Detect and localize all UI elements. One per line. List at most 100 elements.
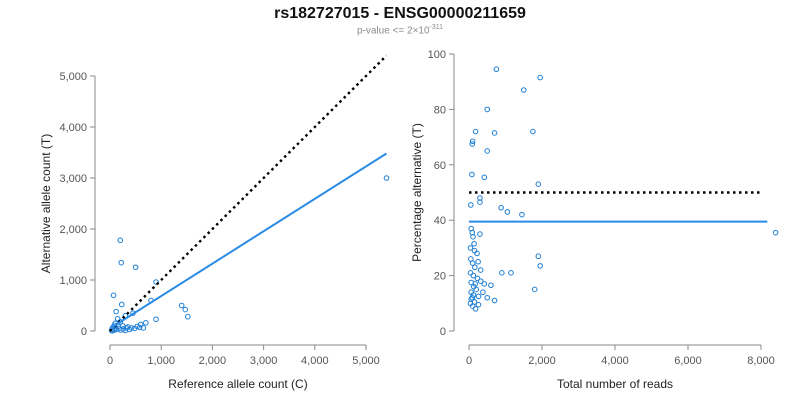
fit-line bbox=[109, 152, 388, 330]
reference-line bbox=[109, 54, 388, 332]
data-point bbox=[477, 231, 483, 237]
data-point bbox=[475, 293, 482, 300]
x-tick-label: 4,000 bbox=[301, 355, 329, 367]
y-tick-label: 60 bbox=[434, 160, 446, 172]
data-point bbox=[480, 289, 486, 296]
data-point bbox=[498, 204, 504, 211]
data-point bbox=[473, 286, 480, 293]
data-point bbox=[383, 175, 390, 181]
data-point bbox=[153, 316, 159, 323]
data-point bbox=[481, 281, 488, 287]
y-tick-label: 4,000 bbox=[59, 122, 87, 134]
data-point bbox=[468, 296, 474, 302]
data-point bbox=[508, 270, 514, 276]
data-point bbox=[182, 306, 189, 313]
data-point bbox=[467, 270, 474, 276]
data-point bbox=[143, 320, 149, 326]
data-point bbox=[126, 326, 133, 333]
x-tick-label: 0 bbox=[466, 355, 472, 367]
data-point bbox=[132, 264, 139, 271]
x-axis-title: Reference allele count (C) bbox=[168, 377, 307, 391]
x-tick-label: 6,000 bbox=[674, 355, 702, 367]
data-point bbox=[118, 301, 125, 308]
data-point bbox=[484, 294, 491, 301]
x-tick-label: 2,000 bbox=[528, 355, 556, 367]
data-point bbox=[535, 181, 542, 187]
data-point bbox=[470, 292, 477, 298]
data-point bbox=[472, 264, 478, 271]
data-point bbox=[153, 279, 159, 285]
y-tick-label: 100 bbox=[428, 49, 446, 61]
data-point bbox=[477, 267, 484, 273]
y-tick-label: 80 bbox=[434, 104, 446, 116]
data-point bbox=[475, 301, 482, 308]
subtitle-exponent: -311 bbox=[429, 24, 444, 31]
data-point bbox=[481, 174, 488, 181]
data-point bbox=[117, 237, 124, 244]
data-point bbox=[530, 128, 536, 135]
data-point bbox=[134, 323, 140, 330]
data-point bbox=[123, 325, 130, 331]
data-point bbox=[111, 322, 118, 329]
data-point bbox=[472, 306, 479, 312]
figure-title: rs182727015 - ENSG00000211659 bbox=[274, 5, 526, 22]
y-tick-label: 0 bbox=[81, 326, 87, 338]
data-point bbox=[468, 202, 474, 208]
data-point bbox=[484, 106, 491, 113]
data-point bbox=[113, 308, 119, 315]
data-point bbox=[471, 247, 478, 254]
x-tick-label: 0 bbox=[107, 355, 113, 367]
data-point bbox=[474, 275, 481, 282]
data-point bbox=[469, 303, 476, 309]
left-scatter-panel: 0 1,000 2,000 3,000 4,000 5,000 0 1,000 2,000 3,0… bbox=[39, 54, 390, 391]
data-point bbox=[469, 260, 476, 266]
x-tick-label: 3,000 bbox=[250, 355, 278, 367]
x-axis-title: Total number of reads bbox=[557, 377, 673, 391]
data-point bbox=[474, 250, 480, 257]
data-point bbox=[488, 282, 494, 289]
y-axis-title: Percentage alternative (T) bbox=[410, 123, 424, 262]
data-point bbox=[136, 324, 143, 331]
data-point bbox=[493, 66, 500, 73]
data-point bbox=[535, 253, 542, 260]
data-point bbox=[537, 74, 543, 81]
y-axis-title: Alternative allele count (T) bbox=[39, 134, 53, 273]
y-tick-label: 3,000 bbox=[59, 173, 87, 185]
figure-subtitle: p-value <= 2×10-311 bbox=[0, 24, 800, 36]
y-tick-label: 1,000 bbox=[59, 275, 87, 287]
y-tick-label: 20 bbox=[434, 271, 446, 283]
data-point bbox=[477, 278, 484, 284]
data-point bbox=[469, 141, 476, 147]
y-tick-label: 40 bbox=[434, 215, 446, 227]
x-tick-label: 4,000 bbox=[601, 355, 629, 367]
right-scatter-panel: 0 2,000 4,000 6,000 8,000 0 20 40 60 80 100 Total n… bbox=[410, 49, 779, 391]
data-point bbox=[185, 313, 191, 320]
y-tick-label: 0 bbox=[440, 326, 446, 338]
data-point bbox=[470, 234, 476, 240]
y-tick-label: 5,000 bbox=[59, 71, 87, 83]
data-point bbox=[491, 297, 498, 304]
data-point bbox=[467, 245, 474, 251]
data-point bbox=[469, 171, 475, 178]
data-point bbox=[178, 302, 185, 309]
data-point bbox=[472, 281, 479, 287]
data-point bbox=[519, 211, 525, 218]
data-point bbox=[471, 240, 477, 247]
data-point bbox=[531, 286, 538, 293]
data-point bbox=[520, 87, 527, 93]
x-tick-label: 2,000 bbox=[199, 355, 227, 367]
data-point bbox=[140, 325, 147, 331]
data-point bbox=[118, 259, 125, 266]
subtitle-text: p-value <= 2×10 bbox=[356, 25, 430, 37]
data-point bbox=[772, 229, 779, 236]
data-point bbox=[475, 258, 481, 265]
y-tick-label: 2,000 bbox=[59, 224, 87, 236]
data-point bbox=[469, 138, 476, 145]
data-point bbox=[499, 270, 505, 276]
data-point bbox=[477, 199, 483, 205]
x-tick-label: 8,000 bbox=[747, 355, 775, 367]
x-tick-label: 5,000 bbox=[352, 355, 380, 367]
data-point bbox=[537, 263, 543, 269]
x-tick-label: 1,000 bbox=[147, 355, 175, 367]
